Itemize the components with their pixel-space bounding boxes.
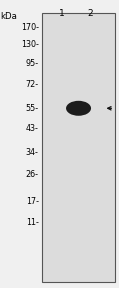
Text: 170-: 170- xyxy=(21,23,39,32)
Text: 34-: 34- xyxy=(26,148,39,157)
Ellipse shape xyxy=(66,101,91,116)
Text: 43-: 43- xyxy=(26,124,39,133)
Text: kDa: kDa xyxy=(0,12,17,20)
Text: 17-: 17- xyxy=(26,196,39,206)
Text: 2: 2 xyxy=(87,9,93,18)
Text: 55-: 55- xyxy=(26,104,39,113)
Text: 95-: 95- xyxy=(26,59,39,69)
Bar xyxy=(42,13,115,282)
Text: 130-: 130- xyxy=(21,40,39,49)
Text: 72-: 72- xyxy=(26,80,39,89)
Text: 11-: 11- xyxy=(26,218,39,227)
Text: 26-: 26- xyxy=(26,170,39,179)
Text: 1: 1 xyxy=(59,9,65,18)
